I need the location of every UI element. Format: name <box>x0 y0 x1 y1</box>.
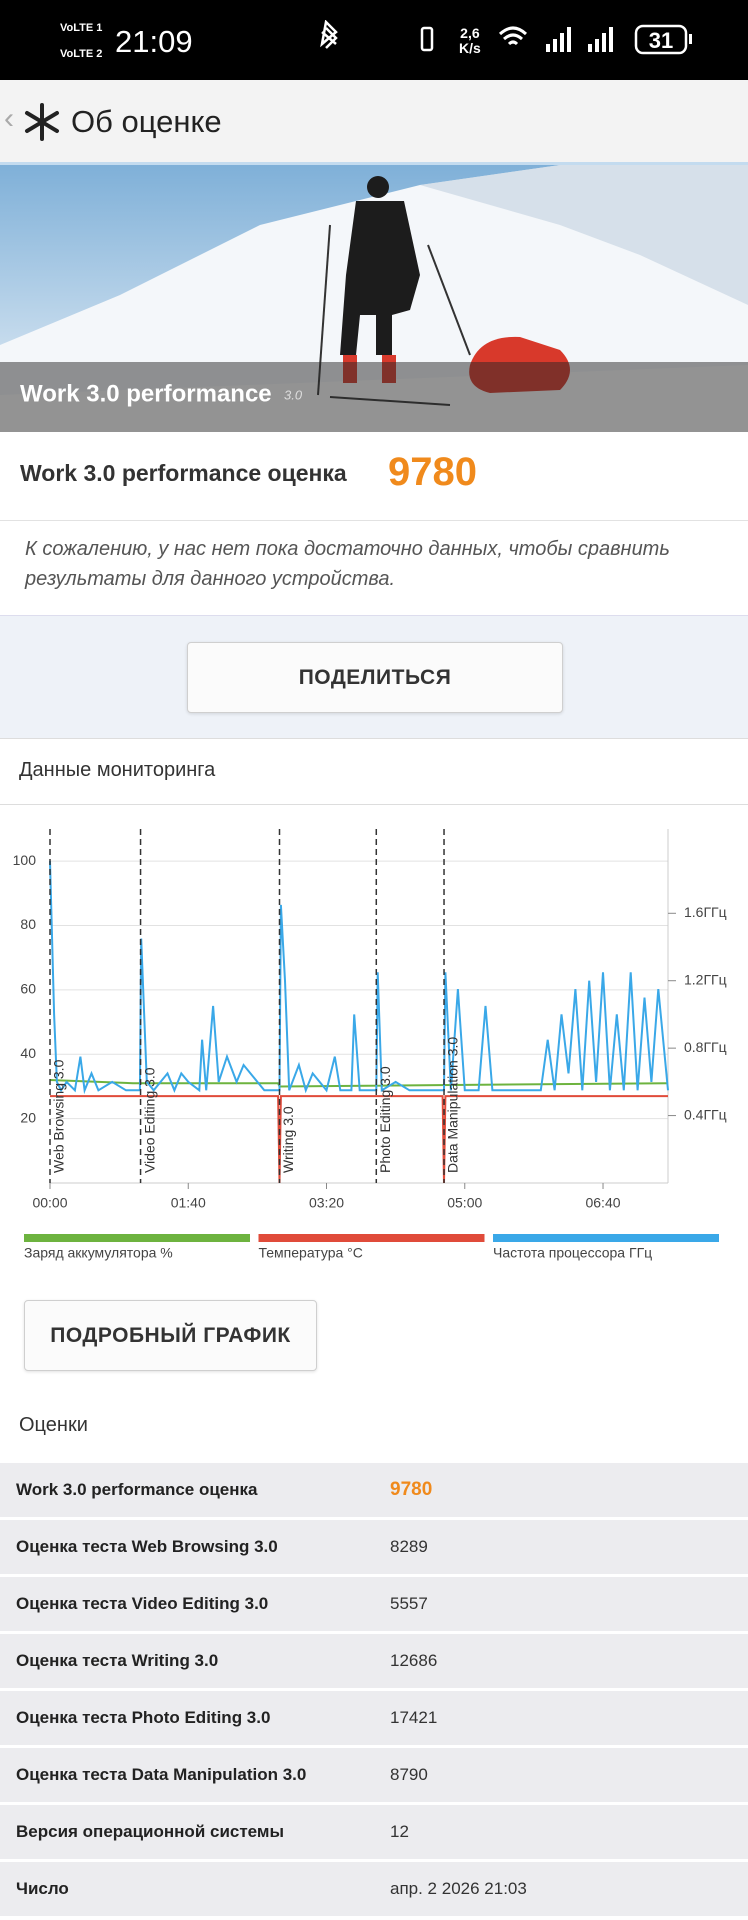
scores-title: Оценки <box>19 1414 88 1436</box>
legend-label: Частота процессора ГГц <box>493 1245 652 1261</box>
row-label: Оценка теста Data Manipulation 3.0 <box>16 1765 307 1784</box>
hero-version: 3.0 <box>284 387 303 402</box>
row-value: 9780 <box>390 1479 433 1500</box>
row-value: 12686 <box>390 1651 438 1670</box>
y-tick-label: 100 <box>13 852 37 868</box>
share-button[interactable]: ПОДЕЛИТЬСЯ <box>187 642 563 713</box>
row-label: Оценка теста Web Browsing 3.0 <box>16 1537 278 1556</box>
score-value: 9780 <box>388 450 477 494</box>
status-bar: VoLTE 1 VoLTE 2 21:09 2,6 K/s 31 <box>0 0 748 80</box>
x-tick-label: 05:00 <box>447 1195 482 1211</box>
legend-swatch <box>258 1234 485 1242</box>
hero-title: Work 3.0 performance <box>20 380 272 407</box>
sim-1: VoLTE 1 <box>60 22 103 34</box>
app-icon <box>25 103 59 141</box>
y2-tick-label: 0.4ГГц <box>684 1106 727 1122</box>
row-value: 5557 <box>390 1594 428 1613</box>
signal-icon <box>546 27 613 52</box>
clock: 21:09 <box>115 24 193 59</box>
battery-level: 31 <box>648 28 674 53</box>
y-tick-label: 20 <box>20 1109 36 1125</box>
bluetooth-icon <box>320 20 338 49</box>
header-divider <box>0 162 748 165</box>
row-label: Оценка теста Photo Editing 3.0 <box>16 1708 271 1727</box>
wifi-icon <box>498 26 528 46</box>
monitoring-title: Данные мониторинга <box>19 759 216 781</box>
row-label: Оценка теста Writing 3.0 <box>16 1651 219 1670</box>
row-label: Число <box>16 1879 69 1898</box>
score-row: Оценка теста Writing 3.0 12686 <box>0 1634 748 1688</box>
app-header: ‹ Об оценке <box>0 80 748 162</box>
legend-label: Температура °C <box>259 1245 363 1261</box>
battery-tip <box>689 34 692 44</box>
score-row: Оценка теста Photo Editing 3.0 17421 <box>0 1691 748 1745</box>
y-tick-label: 80 <box>20 916 36 932</box>
x-tick-label: 03:20 <box>309 1195 344 1211</box>
plot-area <box>50 829 668 1183</box>
score-row: Оценка теста Video Editing 3.0 5557 <box>0 1577 748 1631</box>
battery-icon <box>634 24 688 55</box>
row-value: 17421 <box>390 1708 438 1727</box>
row-value: 12 <box>390 1822 409 1841</box>
x-tick-label: 01:40 <box>171 1195 206 1211</box>
score-row: Число апр. 2 2026 21:03 <box>0 1862 748 1916</box>
back-button[interactable]: ‹ <box>4 102 14 135</box>
x-tick-label: 00:00 <box>32 1195 67 1211</box>
test-marker-label: Data Manipulation 3.0 <box>445 1037 461 1173</box>
test-marker-label: Photo Editing 3.0 <box>377 1066 393 1173</box>
score-row: Оценка теста Web Browsing 3.0 8289 <box>0 1520 748 1574</box>
status-icons <box>320 20 692 55</box>
test-marker-label: Video Editing 3.0 <box>141 1067 157 1173</box>
row-label: Work 3.0 performance оценка <box>16 1480 258 1499</box>
detail-button[interactable]: ПОДРОБНЫЙ ГРАФИК <box>24 1300 317 1371</box>
row-value: 8790 <box>390 1765 428 1784</box>
hero-image: Work 3.0 performance 3.0 <box>0 165 748 432</box>
sim-2: VoLTE 2 <box>60 48 103 60</box>
y2-tick-label: 1.6ГГц <box>684 904 727 920</box>
test-marker-label: Writing 3.0 <box>280 1106 296 1173</box>
net-speed-unit: K/s <box>459 40 481 56</box>
y-tick-label: 40 <box>20 1045 36 1061</box>
series-line <box>49 1079 669 1088</box>
page-title: Об оценке <box>71 104 222 139</box>
score-row: Оценка теста Data Manipulation 3.0 8790 <box>0 1748 748 1802</box>
y-tick-label: 60 <box>20 981 36 997</box>
series-line <box>50 1095 668 1184</box>
divider <box>0 520 748 521</box>
y2-tick-label: 0.8ГГц <box>684 1039 727 1055</box>
monitoring-chart: 20 40 60 80 100 0.4ГГц 0.8ГГц 1.2ГГц 1.6ГГц 00:00… <box>13 829 727 1261</box>
score-row: Work 3.0 performance оценка 9780 <box>0 1463 748 1517</box>
row-value: 8289 <box>390 1537 428 1556</box>
vibrate-icon <box>420 26 434 52</box>
monitoring-header: Данные мониторинга <box>0 738 748 805</box>
legend-label: Заряд аккумулятора % <box>24 1245 173 1261</box>
score-row: Версия операционной системы 12 <box>0 1805 748 1859</box>
row-label: Версия операционной системы <box>16 1822 284 1841</box>
net-speed-value: 2,6 <box>460 25 480 41</box>
row-label: Оценка теста Video Editing 3.0 <box>16 1594 269 1613</box>
score-label: Work 3.0 performance оценка <box>20 460 347 486</box>
x-tick-label: 06:40 <box>585 1195 620 1211</box>
net-speed: 2,6 K/s <box>459 26 481 56</box>
test-marker-label: Web Browsing 3.0 <box>51 1059 67 1173</box>
y2-tick-label: 1.2ГГц <box>684 971 727 987</box>
legend-swatch <box>493 1234 719 1242</box>
legend-swatch <box>24 1234 250 1242</box>
note: К сожалению, у нас нет пока достаточно д… <box>25 538 670 590</box>
row-value: апр. 2 2026 21:03 <box>390 1879 527 1898</box>
